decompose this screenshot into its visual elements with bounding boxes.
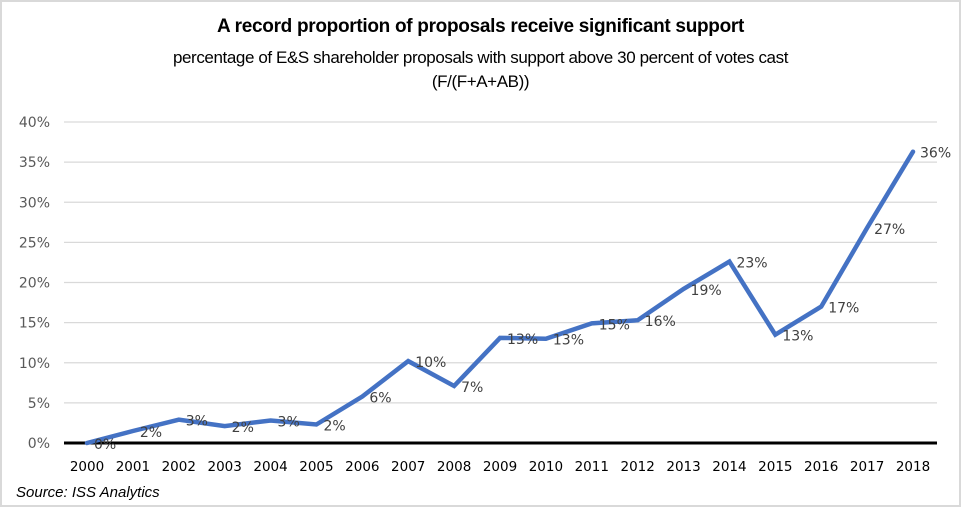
x-tick-label: 2000 [70,459,104,475]
y-tick-label: 5% [28,396,50,412]
y-tick-label: 40% [19,115,50,131]
data-label: 36% [920,146,951,162]
data-label: 17% [828,301,859,317]
data-label: 3% [186,414,208,430]
y-axis-ticks: 0% 5% 10% 15% 20% 25% 30% 35% 40% [19,115,50,452]
data-label: 2% [140,425,162,441]
data-label: 2% [232,420,254,436]
data-label: 6% [369,390,391,406]
data-label: 2% [323,419,345,435]
data-label: 23% [736,256,767,272]
data-label: 19% [691,283,722,299]
y-tick-label: 25% [19,235,50,251]
source-note: Source: ISS Analytics [16,484,160,501]
x-tick-label: 2005 [299,459,333,475]
x-tick-label: 2008 [437,459,471,475]
x-tick-label: 2006 [345,459,379,475]
x-tick-label: 2010 [529,459,563,475]
data-label: 15% [599,317,630,333]
y-tick-label: 10% [19,356,50,372]
x-tick-label: 2007 [391,459,425,475]
data-label: 13% [782,329,813,345]
data-label: 13% [507,332,538,348]
data-label: 13% [553,333,584,349]
data-label: 7% [461,380,483,396]
x-tick-label: 2009 [483,459,517,475]
x-tick-label: 2002 [162,459,196,475]
x-tick-label: 2001 [116,459,150,475]
y-tick-label: 35% [19,155,50,171]
chart-title: A record proportion of proposals receive… [216,16,745,37]
x-tick-label: 2017 [850,459,884,475]
x-tick-label: 2018 [896,459,930,475]
data-label: 3% [278,415,300,431]
x-tick-label: 2012 [620,459,654,475]
chart-subtitle: percentage of E&S shareholder proposals … [172,48,789,67]
series-line [84,149,916,446]
x-tick-label: 2015 [758,459,792,475]
y-tick-label: 30% [19,195,50,211]
chart-subtitle-formula: (F/(F+A+AB)) [431,72,530,91]
x-tick-label: 2016 [804,459,838,475]
data-label: 10% [415,355,446,371]
y-tick-label: 15% [19,316,50,332]
x-tick-label: 2003 [207,459,241,475]
data-label: 16% [645,314,676,330]
x-tick-label: 2013 [666,459,700,475]
data-labels: 0% 2% 3% 2% 3% 2% 6% 10% 7% 13% 13% 15% 16% 19% 23% 13%… [94,146,951,453]
x-tick-label: 2011 [575,459,609,475]
x-tick-label: 2004 [253,459,287,475]
y-tick-label: 20% [19,276,50,292]
data-label: 0% [94,437,116,453]
x-tick-label: 2014 [712,459,746,475]
series-group [84,149,916,446]
x-axis-ticks: 2000 2001 2002 2003 2004 2005 2006 2007 2008 2009… [70,459,930,475]
gridlines [64,121,937,404]
data-label: 27% [874,222,905,238]
y-tick-label: 0% [28,436,50,452]
